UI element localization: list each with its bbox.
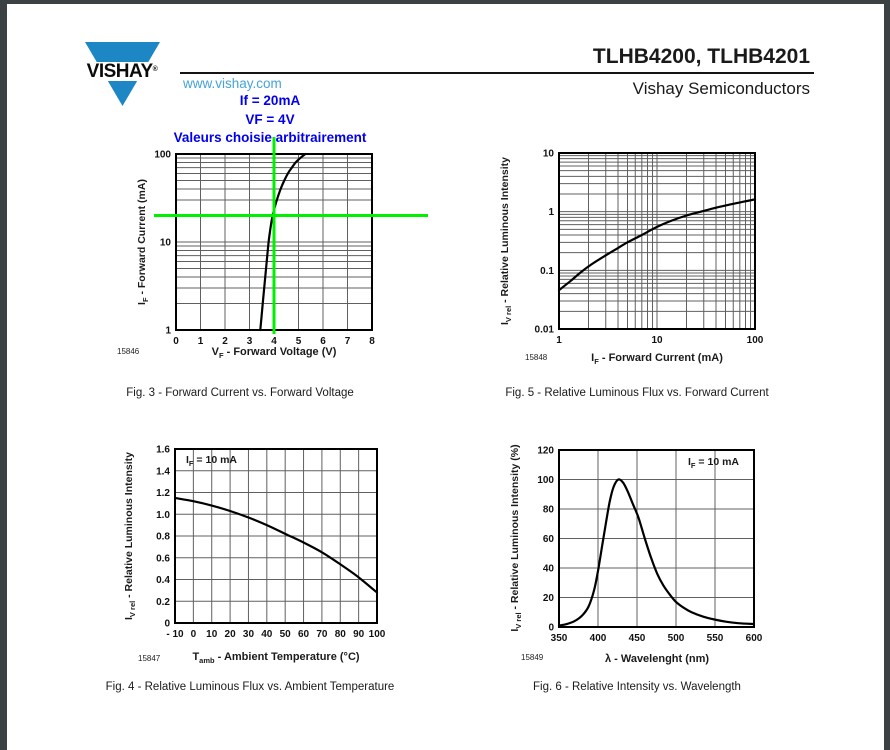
fig3-y-axis-title: IF - Forward Current (mA) xyxy=(135,179,151,305)
vishay-logo: VISHAY® xyxy=(74,42,170,108)
fig6-plot-canvas: 350 400 450 500 550 600 0 20 40 60 80 100 120 xyxy=(537,446,763,645)
svg-text:40: 40 xyxy=(261,629,273,640)
fig3-x-axis-title: VF - Forward Voltage (V) xyxy=(211,346,337,361)
svg-text:5: 5 xyxy=(296,336,302,347)
svg-text:50: 50 xyxy=(280,629,292,640)
svg-text:0.8: 0.8 xyxy=(156,532,170,543)
svg-text:1: 1 xyxy=(548,207,554,218)
svg-text:60: 60 xyxy=(298,629,310,640)
svg-text:10: 10 xyxy=(543,149,555,160)
svg-text:100: 100 xyxy=(369,629,386,640)
note-vf: VF = 4V xyxy=(245,111,295,127)
chart-fig6: 350 400 450 500 550 600 0 20 40 60 80 100 120 IV rel… xyxy=(478,425,850,680)
svg-text:3: 3 xyxy=(247,336,253,347)
svg-text:80: 80 xyxy=(543,505,555,516)
fig5-x-axis-title: IF - Forward Current (mA) xyxy=(591,352,723,367)
fig4-plot-canvas: - 10 0 10 20 30 40 50 60 70 80 90 10000.20.40.60.81… xyxy=(156,445,386,641)
svg-text:600: 600 xyxy=(746,633,763,644)
svg-text:20: 20 xyxy=(225,629,237,640)
svg-text:- 10: - 10 xyxy=(166,629,184,640)
svg-text:100: 100 xyxy=(537,475,554,486)
svg-text:0.2: 0.2 xyxy=(156,597,170,608)
fig4-y-axis-title: IV rel - Relative Luminous Intensity xyxy=(122,452,138,620)
blue-annotation-notes: If = 20mA VF = 4V Valeurs choisie arbitr… xyxy=(70,92,470,148)
svg-text:1: 1 xyxy=(556,335,562,346)
svg-text:70: 70 xyxy=(316,629,328,640)
svg-text:90: 90 xyxy=(353,629,365,640)
fig5-caption: Fig. 5 - Relative Luminous Flux vs. Forw… xyxy=(505,387,769,399)
svg-text:1.2: 1.2 xyxy=(156,488,170,499)
svg-text:550: 550 xyxy=(707,633,724,644)
svg-text:400: 400 xyxy=(590,633,607,644)
svg-text:450: 450 xyxy=(629,633,646,644)
fig4-part-number: 15847 xyxy=(138,654,161,663)
svg-text:40: 40 xyxy=(543,564,555,575)
note-valeurs: Valeurs choisie arbitrairement xyxy=(173,130,367,145)
svg-text:30: 30 xyxy=(243,629,255,640)
page-subtitle: Vishay Semiconductors xyxy=(632,79,810,98)
page-background xyxy=(7,4,884,750)
fig5-part-number: 15848 xyxy=(525,353,548,362)
svg-text:500: 500 xyxy=(668,633,685,644)
svg-text:1.4: 1.4 xyxy=(156,466,170,477)
note-if: If = 20mA xyxy=(239,93,301,108)
svg-text:8: 8 xyxy=(369,336,375,347)
fig6-test-condition-annotation: IF = 10 mA xyxy=(688,456,739,471)
fig5-y-axis-title: IV rel - Relative Luminous Intensity xyxy=(498,157,514,325)
vishay-wordmark: VISHAY® xyxy=(86,60,158,82)
svg-text:350: 350 xyxy=(551,633,568,644)
svg-text:10: 10 xyxy=(206,629,218,640)
svg-text:100: 100 xyxy=(154,150,171,161)
svg-text:10: 10 xyxy=(160,238,172,249)
fig6-part-number: 15849 xyxy=(521,653,544,662)
svg-text:0: 0 xyxy=(191,629,197,640)
svg-text:120: 120 xyxy=(537,446,554,457)
svg-text:6: 6 xyxy=(320,336,326,347)
svg-text:20: 20 xyxy=(543,593,555,604)
fig6-x-axis-title: λ - Wavelenght (nm) xyxy=(604,653,710,665)
svg-text:0.1: 0.1 xyxy=(540,266,554,277)
chart-fig5: 1 10 100 0.01 0.1 1 10 IV rel - Relative Lumin… xyxy=(478,130,850,380)
svg-text:1: 1 xyxy=(165,326,171,337)
fig4-caption: Fig. 4 - Relative Luminous Flux vs. Ambi… xyxy=(105,681,395,693)
svg-text:10: 10 xyxy=(651,335,663,346)
svg-text:0: 0 xyxy=(548,623,554,634)
svg-text:0.4: 0.4 xyxy=(156,575,170,586)
fig6-caption: Fig. 6 - Relative Intensity vs. Waveleng… xyxy=(533,681,741,693)
svg-text:100: 100 xyxy=(747,335,764,346)
svg-text:80: 80 xyxy=(335,629,347,640)
svg-text:1.0: 1.0 xyxy=(156,510,170,521)
svg-text:1: 1 xyxy=(198,336,204,347)
fig6-y-axis-title: IV rel - Relative Luminous Intensity (%) xyxy=(508,444,524,632)
fig4-x-axis-title: Tamb - Ambient Temperature (°C) xyxy=(192,651,360,666)
fig4-test-condition-annotation: IF = 10 mA xyxy=(186,454,237,469)
vishay-wordmark-band: VISHAY® xyxy=(74,60,170,82)
fig5-plot-canvas: 1 10 100 0.01 0.1 1 10 xyxy=(535,149,764,347)
fig3-caption: Fig. 3 - Forward Current vs. Forward Vol… xyxy=(126,387,354,399)
svg-text:60: 60 xyxy=(543,534,555,545)
page-title: TLHB4200, TLHB4201 xyxy=(592,45,810,68)
svg-text:2: 2 xyxy=(222,336,228,347)
website-link[interactable]: www.vishay.com xyxy=(183,76,282,91)
svg-text:0.01: 0.01 xyxy=(535,325,555,336)
fig3-part-number: 15846 xyxy=(117,347,140,356)
chart-fig4: - 10 0 10 20 30 40 50 60 70 80 90 100 0 0.2 0.4 0.6 0.8 1… xyxy=(100,425,460,680)
svg-text:7: 7 xyxy=(345,336,351,347)
header-divider xyxy=(180,72,814,74)
registered-mark: ® xyxy=(152,65,158,73)
svg-text:0.6: 0.6 xyxy=(156,553,170,564)
svg-text:4: 4 xyxy=(271,336,277,347)
chart-fig3: 0 1 2 3 4 5 6 7 8 1 10 100 IF - Forward Current (mA… xyxy=(100,130,460,380)
svg-text:1.6: 1.6 xyxy=(156,445,170,456)
svg-text:0: 0 xyxy=(173,336,179,347)
svg-text:0: 0 xyxy=(164,619,170,630)
